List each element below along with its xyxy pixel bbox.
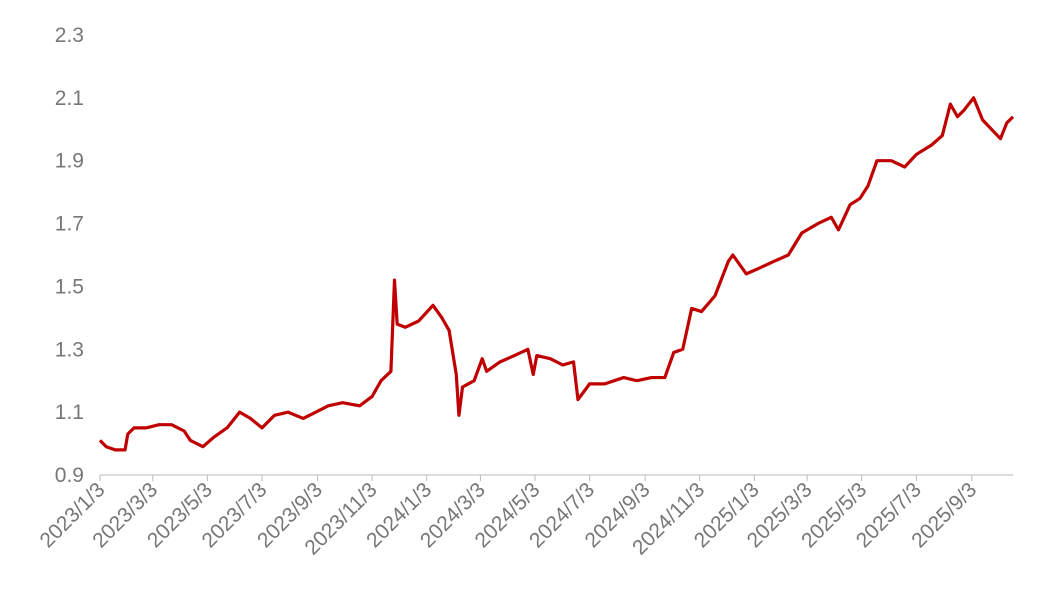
y-tick-label: 1.1 — [55, 401, 84, 424]
data-line — [98, 96, 1015, 452]
y-tick-label: 0.9 — [55, 464, 84, 487]
y-tick-label: 2.3 — [55, 24, 84, 47]
y-tick-label: 1.9 — [55, 150, 84, 173]
y-tick-label: 1.7 — [55, 213, 84, 236]
y-tick-label: 1.3 — [55, 338, 84, 361]
y-tick-label: 2.1 — [55, 87, 84, 110]
y-tick-label: 1.5 — [55, 275, 84, 298]
